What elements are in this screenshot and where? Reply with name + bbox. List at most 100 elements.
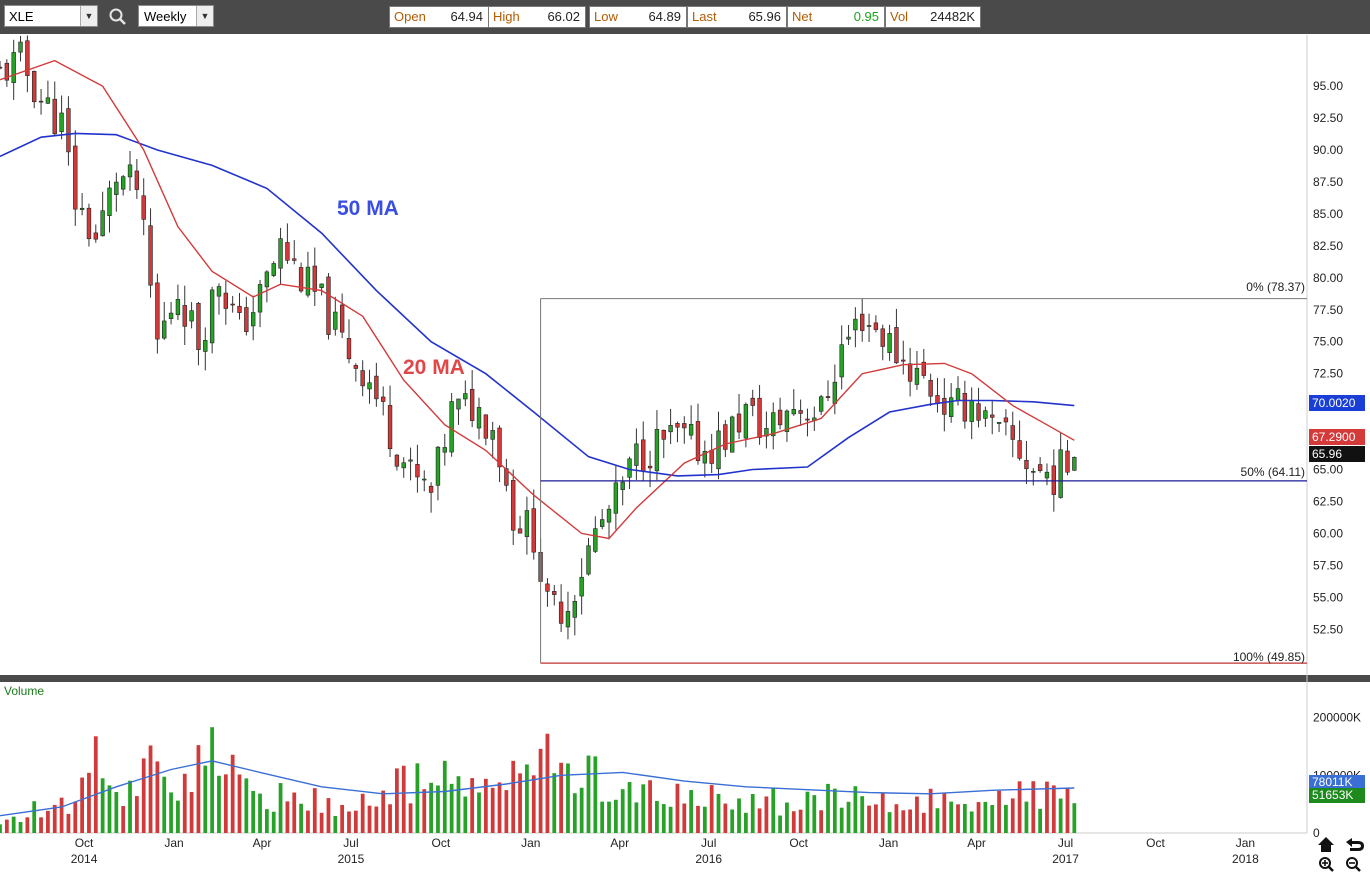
volume-bar (887, 812, 892, 833)
volume-bar (244, 778, 249, 833)
candle-body (1031, 471, 1036, 473)
candle (182, 285, 187, 346)
candle-body (661, 429, 666, 440)
candle (435, 446, 441, 501)
candle-body (141, 195, 146, 220)
search-icon[interactable] (108, 7, 128, 27)
ma50-line (0, 132, 1075, 477)
candle (688, 405, 694, 440)
candle-body (38, 100, 44, 103)
volume-bar (148, 745, 153, 833)
candle-body (223, 292, 228, 309)
volume-bar (661, 804, 666, 833)
candle-body (1010, 425, 1015, 440)
price-tick-label: 85.00 (1313, 207, 1343, 221)
candle (791, 389, 796, 416)
volume-bar (395, 768, 399, 833)
candle (237, 292, 242, 320)
zoom-out-icon[interactable] (1346, 857, 1361, 872)
volume-bar (682, 803, 687, 833)
volume-bar (812, 795, 817, 833)
quote-vol: Vol 24482K (885, 6, 981, 28)
candle-body (120, 176, 126, 190)
volume-bar (436, 785, 440, 833)
candle (134, 159, 140, 199)
volume-bar (1045, 781, 1049, 833)
candle (264, 270, 270, 303)
x-tick-year-label: 2014 (71, 852, 98, 866)
quote-net-value: 0.95 (853, 9, 879, 24)
candle-body (593, 528, 598, 552)
candle (11, 39, 16, 100)
candle (162, 301, 167, 340)
candle-body (415, 464, 420, 478)
candle (1058, 432, 1063, 499)
chevron-down-icon[interactable]: ▼ (196, 6, 213, 26)
candle-body (620, 481, 625, 491)
candle (1044, 463, 1050, 486)
candle (1031, 468, 1036, 486)
candle (428, 482, 434, 513)
volume-bar (730, 809, 735, 833)
volume-bar (73, 801, 78, 833)
candle-body (442, 447, 447, 453)
candle-body (1058, 449, 1063, 498)
candle-body (914, 367, 920, 385)
candle (545, 578, 550, 607)
candle-body (654, 428, 660, 472)
candle (490, 421, 495, 459)
volume-bar (641, 784, 646, 833)
candle (141, 178, 146, 236)
x-tick-label: Jul (1058, 836, 1073, 850)
candle-body (784, 410, 790, 433)
candle-body (969, 400, 974, 422)
candle-body (66, 108, 71, 153)
volume-bar (613, 799, 618, 833)
volume-bar (668, 806, 673, 833)
x-tick-year-label: 2016 (695, 852, 722, 866)
pane-divider[interactable] (0, 675, 1370, 682)
candle (517, 515, 523, 534)
candle (456, 398, 461, 425)
undo-icon[interactable] (1346, 838, 1364, 851)
candle (962, 380, 968, 429)
candle (798, 399, 803, 426)
candle (558, 584, 564, 632)
symbol-input[interactable]: XLE ▼ (4, 5, 98, 27)
volume-bar (401, 765, 406, 833)
candle (353, 363, 359, 382)
volume-bar (52, 804, 57, 833)
volume-bar (497, 782, 502, 833)
quote-high: High 66.02 (488, 6, 586, 28)
x-tick-label: Jan (164, 836, 183, 850)
candle (846, 325, 851, 345)
candle-body (777, 409, 783, 426)
candle (730, 415, 735, 453)
volume-bar (251, 790, 256, 833)
candle (1037, 457, 1043, 473)
chevron-down-icon[interactable]: ▼ (80, 6, 97, 26)
volume-bar (874, 804, 878, 833)
ma20-line (0, 59, 1075, 540)
volume-bar (463, 796, 468, 833)
candle (52, 81, 57, 136)
candle-body (4, 62, 10, 81)
volume-bar (121, 806, 126, 833)
candle-body (155, 282, 160, 340)
candle-body (688, 423, 694, 436)
candle (880, 324, 885, 361)
volume-bar (737, 798, 741, 833)
volume-bar (826, 783, 830, 833)
volume-bar (915, 796, 919, 833)
zoom-in-icon[interactable] (1319, 857, 1334, 872)
home-icon[interactable] (1318, 837, 1334, 852)
last-price-tag: 65.96 (1309, 446, 1365, 462)
volume-bar (785, 802, 789, 833)
candle (4, 59, 10, 87)
volume-bar (347, 811, 351, 833)
candle-body (962, 393, 968, 422)
candle-body (907, 363, 913, 382)
period-select[interactable]: Weekly ▼ (138, 5, 214, 27)
price-pane[interactable] (0, 35, 1307, 674)
